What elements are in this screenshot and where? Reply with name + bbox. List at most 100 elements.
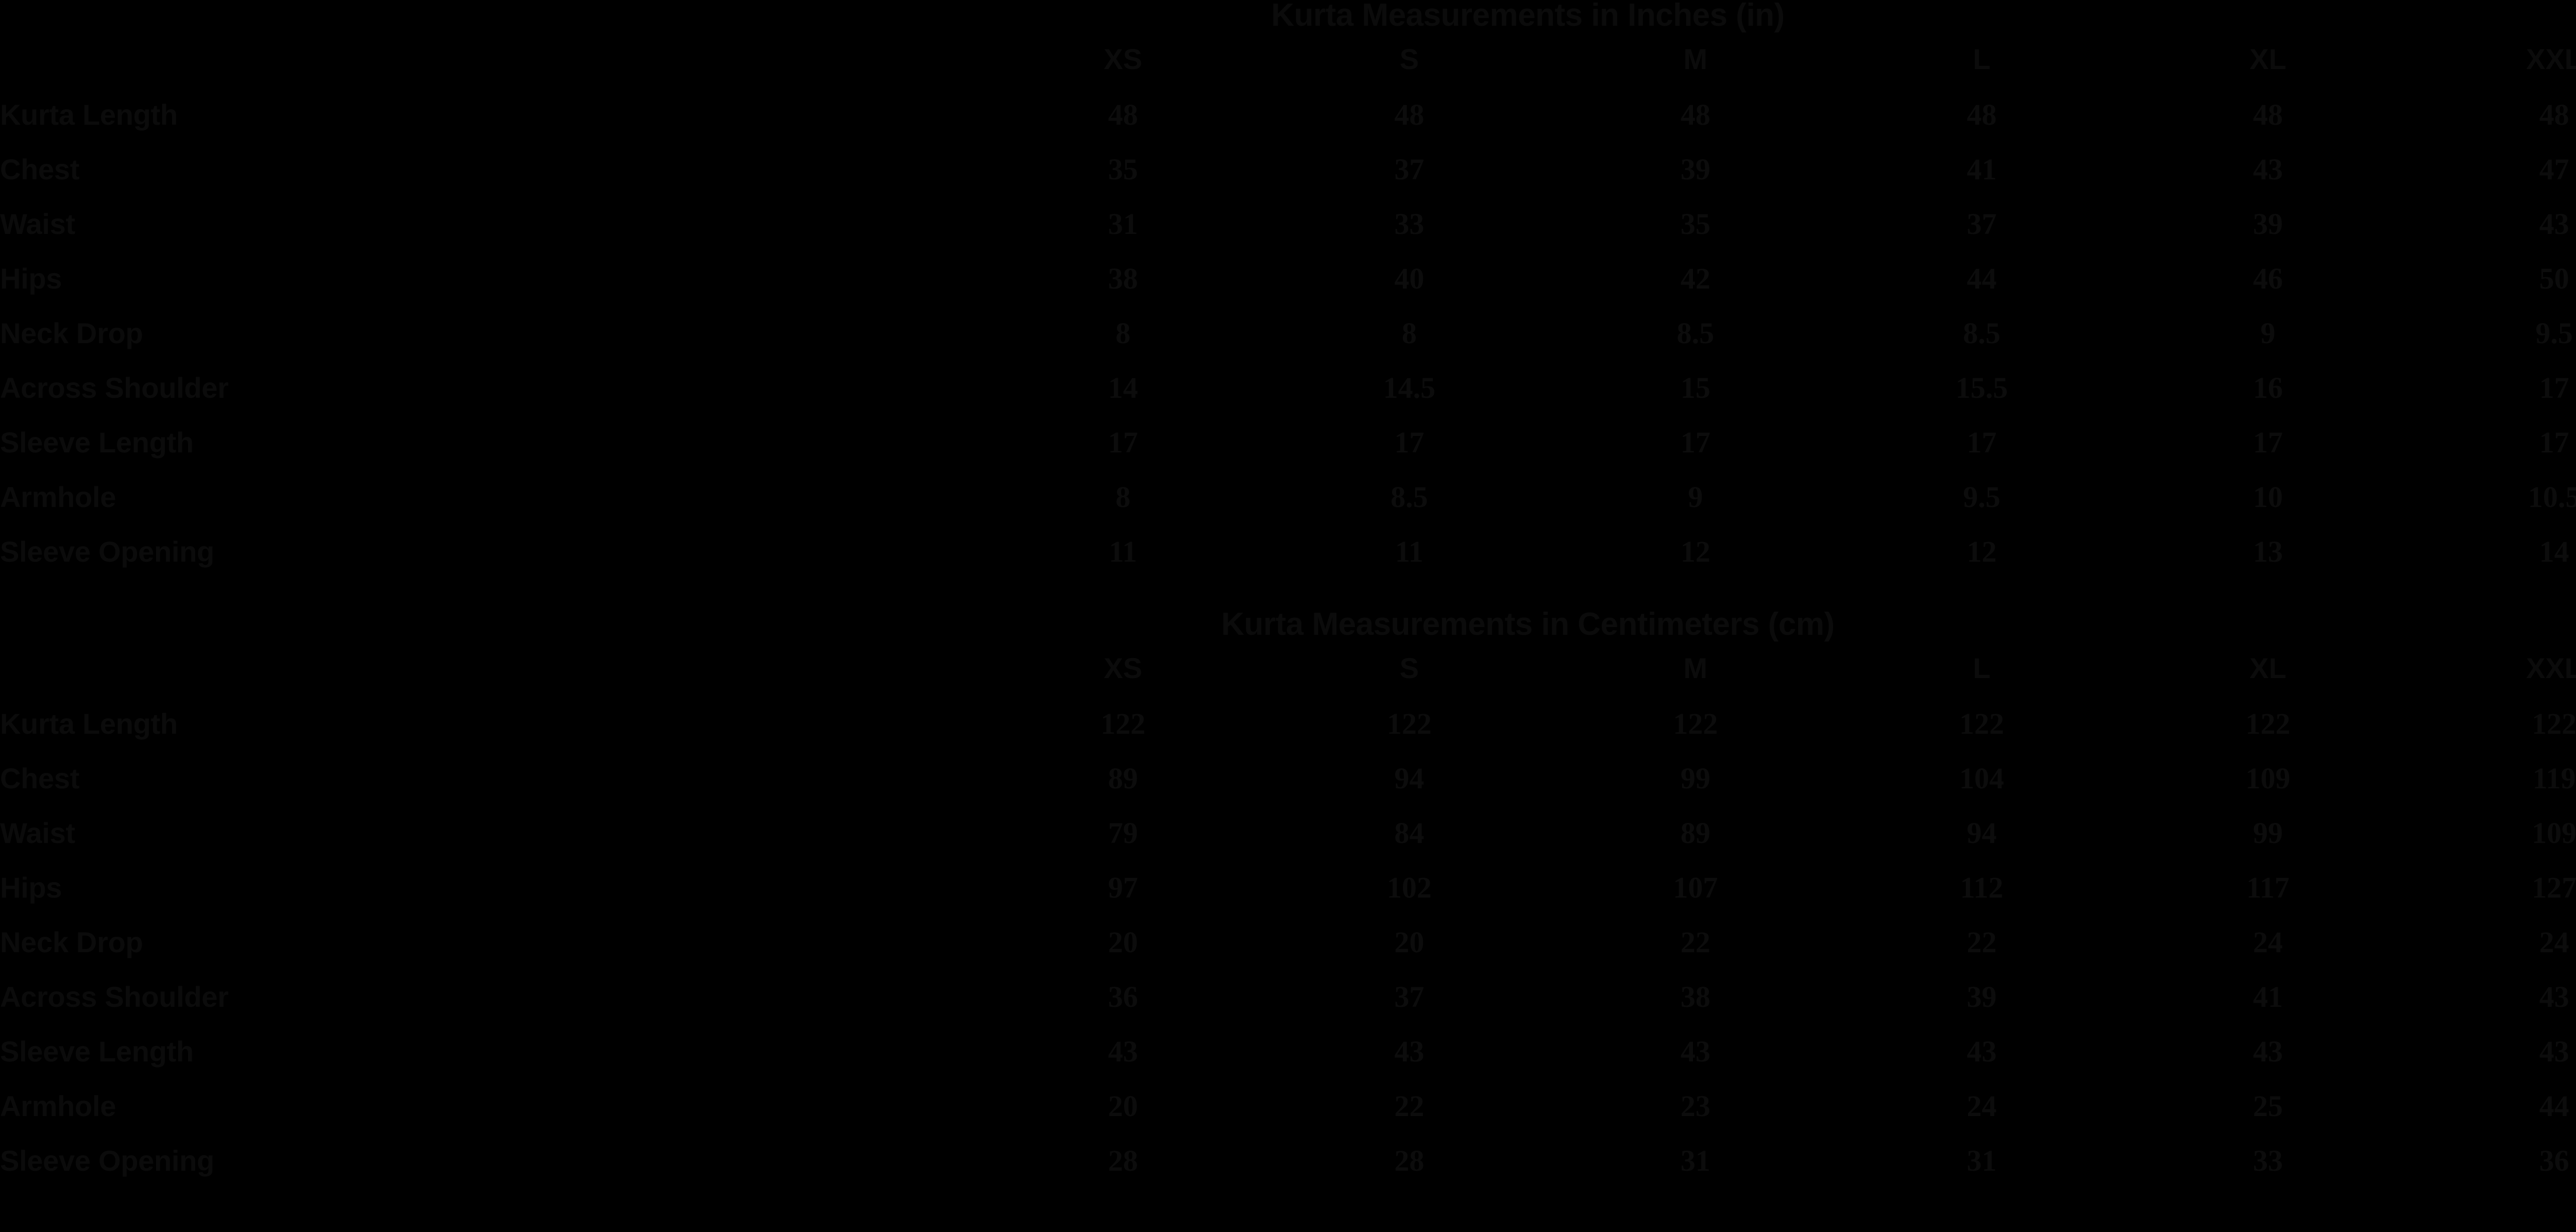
table-row: Kurta Length 122 122 122 122 122 122 122 [0, 697, 2576, 751]
centimeters-size-header-m: M [1683, 652, 1708, 684]
row-label: Neck Drop [0, 926, 143, 958]
cell-value: 43 [2253, 1035, 2283, 1068]
cell-value: 43 [2539, 207, 2569, 241]
cell-value: 43 [1108, 1035, 1138, 1068]
cell-value: 43 [2539, 980, 2569, 1014]
inches-size-header-l: L [1973, 43, 1991, 75]
table-row: Kurta Length 48 48 48 48 48 48 48 [0, 88, 2576, 142]
cell-value: 37 [1394, 153, 1425, 186]
cell-value: 14.5 [1383, 371, 1436, 404]
cell-value: 122 [2532, 707, 2576, 740]
row-label: Armhole [0, 1090, 116, 1122]
cell-value: 14 [2539, 535, 2569, 568]
table-row: Armhole 20 22 23 24 25 44 43 [0, 1079, 2576, 1134]
cell-value: 22 [1394, 1089, 1425, 1123]
row-label: Hips [0, 262, 62, 295]
table-row: Chest 89 94 99 104 109 119 129 [0, 751, 2576, 806]
cell-value: 9 [2260, 316, 2276, 350]
table-row: Waist 31 33 35 37 39 43 47 [0, 197, 2576, 251]
table-row: Across Shoulder 36 37 38 39 41 43 46 [0, 970, 2576, 1024]
cell-value: 44 [2539, 1089, 2569, 1123]
cell-value: 33 [1394, 207, 1425, 241]
centimeters-table-title: Kurta Measurements in Centimeters (cm) [1221, 606, 1835, 642]
centimeters-size-table: XS S M L XL XXL XXXL Kurta Length 122 12… [0, 640, 2576, 1188]
row-label: Hips [0, 871, 62, 904]
cell-value: 9 [1688, 480, 1703, 514]
cell-value: 48 [1680, 98, 1710, 131]
cell-value: 89 [1108, 762, 1138, 795]
cell-value: 43 [1967, 1035, 1997, 1068]
cell-value: 40 [1394, 262, 1425, 295]
cell-value: 127 [2532, 871, 2576, 904]
cell-value: 10.5 [2528, 480, 2576, 514]
cell-value: 122 [1100, 707, 1146, 740]
cell-value: 97 [1108, 871, 1138, 904]
cell-value: 9.5 [2535, 316, 2573, 350]
cell-value: 14 [1108, 371, 1138, 404]
inches-header-row: XS S M L XL XXL XXXL [0, 31, 2576, 88]
cell-value: 11 [1109, 535, 1138, 568]
cell-value: 17 [2539, 426, 2569, 459]
cell-value: 8 [1401, 316, 1417, 350]
cell-value: 47 [2539, 153, 2569, 186]
table-row: Sleeve Length 43 43 43 43 43 43 43 [0, 1024, 2576, 1079]
cell-value: 50 [2539, 262, 2569, 295]
cell-value: 39 [1967, 980, 1997, 1014]
cell-value: 24 [1967, 1089, 1997, 1123]
inches-size-table: XS S M L XL XXL XXXL Kurta Length 48 48 … [0, 31, 2576, 579]
cell-value: 22 [1967, 925, 1997, 959]
row-label: Sleeve Length [0, 1035, 194, 1068]
cell-value: 48 [1108, 98, 1138, 131]
cell-value: 15 [1680, 371, 1710, 404]
table-row: Neck Drop 20 20 22 22 24 24 24 [0, 915, 2576, 970]
table-row: Sleeve Opening 28 28 31 31 33 36 38 [0, 1134, 2576, 1188]
centimeters-size-header-xxl: XXL [2526, 652, 2576, 684]
row-label: Armhole [0, 481, 116, 513]
cell-value: 44 [1967, 262, 1997, 295]
cell-value: 13 [2253, 535, 2283, 568]
cell-value: 10 [2253, 480, 2283, 514]
row-label: Kurta Length [0, 98, 178, 131]
table-row: Waist 79 84 89 94 99 109 119 [0, 806, 2576, 860]
row-label: Across Shoulder [0, 981, 229, 1013]
cell-value: 15.5 [1955, 371, 2008, 404]
cell-value: 35 [1108, 153, 1138, 186]
cell-value: 79 [1108, 816, 1138, 850]
cell-value: 122 [1386, 707, 1432, 740]
cell-value: 8 [1115, 316, 1131, 350]
cell-value: 41 [2253, 980, 2283, 1014]
cell-value: 119 [2532, 762, 2576, 795]
cell-value: 42 [1680, 262, 1710, 295]
cell-value: 122 [1673, 707, 1718, 740]
cell-value: 39 [1680, 153, 1710, 186]
cell-value: 84 [1394, 816, 1425, 850]
cell-value: 20 [1108, 1089, 1138, 1123]
cell-value: 94 [1967, 816, 1997, 850]
cell-value: 24 [2539, 925, 2569, 959]
row-label: Waist [0, 817, 75, 849]
cell-value: 112 [1960, 871, 2004, 904]
row-label: Sleeve Opening [0, 1144, 214, 1177]
cell-value: 17 [2539, 371, 2569, 404]
cell-value: 17 [2253, 426, 2283, 459]
cell-value: 36 [2539, 1144, 2569, 1177]
cell-value: 46 [2253, 262, 2283, 295]
cell-value: 20 [1394, 925, 1425, 959]
cell-value: 37 [1967, 207, 1997, 241]
cell-value: 35 [1680, 207, 1710, 241]
cell-value: 8.5 [1391, 480, 1428, 514]
cell-value: 28 [1394, 1144, 1425, 1177]
cell-value: 48 [2253, 98, 2283, 131]
centimeters-measurement-header [0, 640, 980, 697]
cell-value: 38 [1680, 980, 1710, 1014]
table-row: Sleeve Length 17 17 17 17 17 17 17 [0, 415, 2576, 470]
cell-value: 11 [1395, 535, 1423, 568]
cell-value: 12 [1680, 535, 1710, 568]
cell-value: 17 [1108, 426, 1138, 459]
cell-value: 17 [1394, 426, 1425, 459]
cell-value: 17 [1967, 426, 1997, 459]
cell-value: 48 [1967, 98, 1997, 131]
cell-value: 24 [2253, 925, 2283, 959]
cell-value: 43 [2539, 1035, 2569, 1068]
